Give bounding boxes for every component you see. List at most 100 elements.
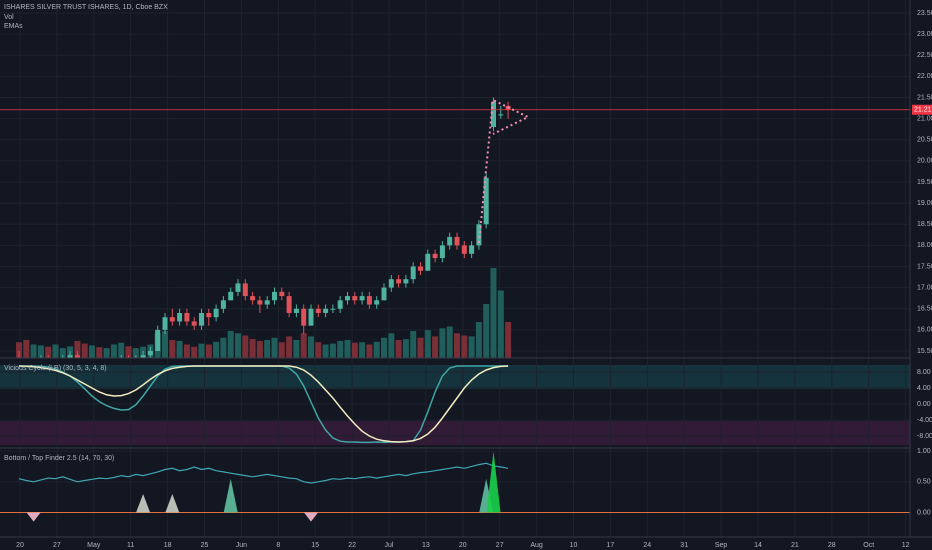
y-tick-label: 22.50 — [917, 52, 932, 59]
volume-bar — [220, 337, 227, 358]
candle-body — [388, 279, 394, 288]
volume-bar — [308, 336, 314, 358]
y-tick-label: 18.00 — [917, 242, 932, 249]
x-tick-label: 21 — [791, 542, 799, 549]
volume-bar — [388, 333, 395, 358]
volume-bar — [169, 340, 176, 358]
volume-bar — [461, 335, 468, 358]
candle-body — [140, 355, 146, 358]
volume-bar — [242, 335, 249, 358]
oscillator-line — [18, 365, 509, 443]
volume-bar — [417, 337, 424, 358]
volume-bar — [183, 344, 190, 358]
pattern-drawing — [478, 98, 531, 244]
candle-body — [315, 308, 321, 313]
candle-body — [177, 312, 183, 322]
x-tick-label: 28 — [828, 542, 836, 549]
volume-bar — [110, 344, 117, 358]
finder-line — [18, 462, 509, 484]
candle-body — [410, 266, 416, 280]
candle-body — [366, 296, 372, 305]
candle-body — [293, 308, 299, 313]
volume-bar — [264, 340, 271, 358]
volume-bar — [468, 336, 475, 358]
y-tick-label: 20.00 — [917, 158, 932, 165]
candle-body — [242, 283, 248, 297]
chart-title: ISHARES SILVER TRUST ISHARES, 1D, Cboe B… — [4, 4, 168, 11]
y-tick-label: 21.50 — [917, 94, 932, 101]
y-tick-label: 0.00 — [917, 509, 931, 516]
candle-body — [199, 312, 204, 326]
candle-body — [374, 300, 380, 305]
candle-body — [461, 245, 467, 254]
volume-bar — [96, 347, 103, 358]
volume-bar — [337, 340, 344, 358]
x-tick-label: 25 — [201, 542, 209, 549]
volume-bar — [329, 343, 336, 358]
signal-triangle — [136, 494, 151, 513]
candle-body — [257, 300, 263, 305]
y-tick-label: 15.50 — [917, 348, 932, 355]
y-tick-label: 18.50 — [917, 221, 932, 228]
volume-bar — [454, 333, 460, 358]
volume-bar — [373, 341, 380, 358]
volume-bar — [249, 339, 256, 358]
volume-bar — [118, 342, 125, 358]
volume-bar — [59, 348, 66, 358]
x-tick-label: May — [87, 542, 101, 549]
volume-bar — [45, 346, 52, 358]
x-tick-label: Jul — [385, 542, 394, 549]
candle-body — [359, 296, 365, 301]
candle-body — [155, 329, 161, 351]
volume-bar — [191, 346, 198, 358]
volume-bar — [497, 290, 504, 358]
y-tick-label: 16.00 — [917, 327, 932, 334]
pane-title: Vicious Cycle (LB) (30, 5, 3, 4, 8) — [4, 365, 107, 372]
x-tick-label: 12 — [902, 542, 910, 549]
x-tick-label: 18 — [164, 542, 172, 549]
volume-bar — [278, 342, 285, 358]
volume-bar — [344, 340, 351, 358]
candle-body — [337, 300, 343, 309]
x-tick-label: Oct — [863, 542, 874, 549]
y-tick-label: 16.50 — [917, 306, 932, 313]
candle-body — [162, 317, 168, 330]
x-tick-label: Jun — [236, 542, 247, 549]
volume-bar — [213, 341, 220, 358]
y-tick-label: 23.00 — [917, 31, 932, 38]
volume-bar — [410, 331, 417, 358]
volume-bar — [395, 340, 402, 358]
candle-body — [235, 283, 241, 292]
signal-triangle — [223, 478, 238, 513]
y-tick-label: 21.00 — [917, 115, 932, 122]
volume-bar — [424, 330, 431, 358]
indicator-panes — [0, 365, 910, 522]
price-pane — [0, 97, 910, 358]
x-tick-label: 10 — [570, 542, 578, 549]
candle-body — [206, 312, 212, 318]
y-tick-label: 19.00 — [917, 200, 932, 207]
volume-bar — [81, 343, 88, 358]
volume-bar — [235, 333, 241, 358]
pane-title: Bottom / Top Finder 2.5 (14, 70, 30) — [4, 455, 114, 462]
volume-bar — [103, 348, 110, 358]
volume-bar — [483, 304, 490, 358]
candle-body — [323, 308, 329, 313]
y-tick-label: 17.00 — [917, 284, 932, 291]
volume-bar — [74, 340, 81, 358]
candle-body — [301, 308, 307, 326]
volume-bar — [446, 326, 453, 358]
candle-body — [425, 253, 431, 271]
x-tick-label: Aug — [530, 542, 543, 549]
candle-body — [476, 224, 482, 246]
volume-bar — [176, 340, 183, 358]
y-tick-label: -4.00 — [917, 417, 932, 424]
candle-body — [272, 291, 277, 301]
candle-body — [403, 279, 409, 284]
x-tick-label: 8 — [276, 542, 280, 549]
candle-body — [469, 245, 475, 254]
legend-entry: Vol — [4, 14, 14, 21]
candle-body — [345, 296, 350, 301]
volume-bar — [366, 344, 373, 358]
